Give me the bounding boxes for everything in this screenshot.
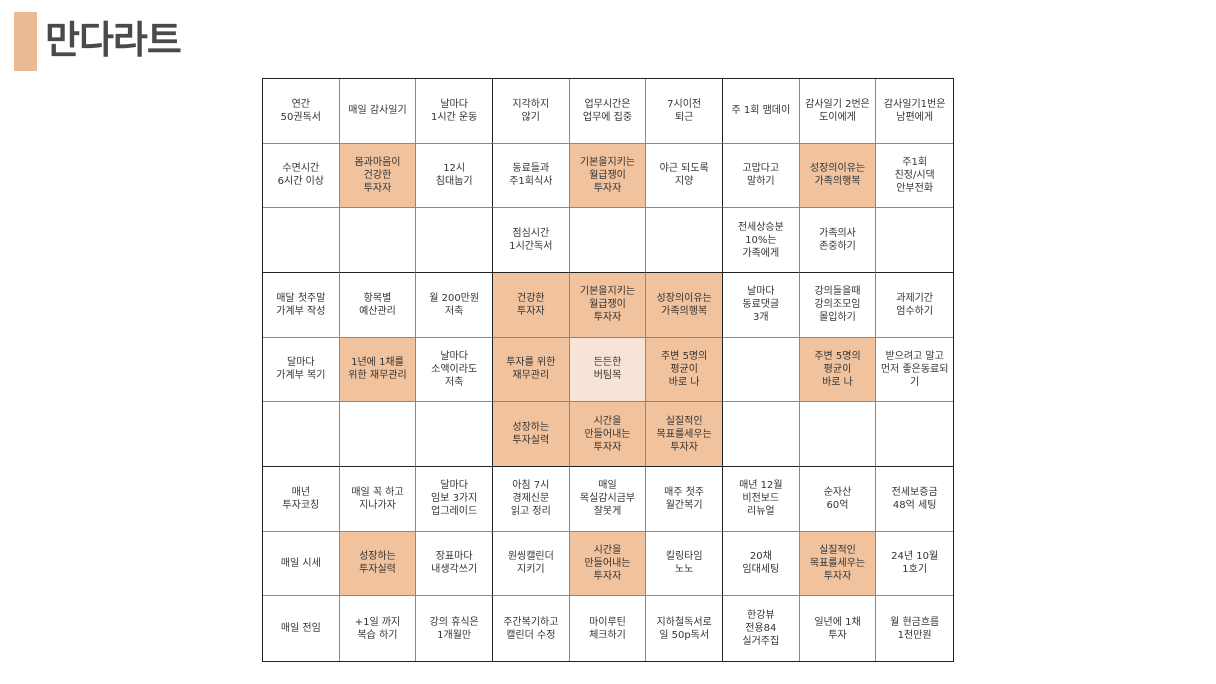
action-item-cell: +1일 까지 복습 하기 [340, 596, 417, 661]
sub-goal-cell: 건강한 투자자 [492, 272, 570, 338]
action-item-cell: 아침 7시 경제신문 읽고 정리 [492, 466, 570, 532]
action-item-cell: 원씽캘린더 지키기 [492, 531, 570, 597]
sub-goal-cell: 시간을 만들어내는 투자자 [569, 531, 647, 597]
sub-goal-cell: 기본을지키는 월급쟁이 투자자 [569, 272, 647, 338]
action-item-cell: 감사일기 2번은 도이에게 [799, 79, 877, 144]
action-item-cell: 주간복기하고 캘린더 수정 [493, 596, 570, 661]
action-item-cell: 전세보증금 48억 세팅 [876, 467, 953, 532]
empty-cell [339, 208, 417, 273]
action-item-cell: 매일 목실감시금부 잘못게 [569, 466, 647, 532]
action-item-cell: 주 1회 맴데이 [722, 79, 800, 144]
empty-cell [263, 208, 340, 273]
action-item-cell: 점심시간 1시간독서 [492, 208, 570, 273]
empty-cell [722, 337, 800, 403]
empty-cell [646, 208, 723, 273]
action-item-cell: 매달 첫주말 가계부 작성 [263, 272, 340, 338]
action-item-cell: 야근 되도록 지양 [646, 143, 723, 209]
page-title: 만다라트 [45, 18, 182, 62]
empty-cell [722, 402, 800, 467]
sub-goal-cell: 성장하는 투자실력 [492, 402, 570, 467]
action-item-cell: 감사일기1번은 남편에게 [876, 79, 953, 144]
action-item-cell: 주1회 친정/시댁 안부전화 [876, 144, 953, 209]
action-item-cell: 매일 꼭 하고 지나가자 [339, 466, 417, 532]
action-item-cell: 매일 감사일기 [339, 79, 417, 144]
sub-goal-cell: 몸과마음이 건강한 투자자 [339, 143, 417, 209]
action-item-cell: 고맙다고 말하기 [722, 143, 800, 209]
empty-cell [799, 402, 877, 467]
action-item-cell: 7시이전 퇴근 [646, 79, 723, 144]
action-item-cell: 24년 10월 1호기 [876, 532, 953, 597]
action-item-cell: 항목별 예산관리 [339, 272, 417, 338]
action-item-cell: 매일 시세 [263, 531, 340, 597]
sub-goal-cell: 실질적인 목표를세우는 투자자 [799, 531, 877, 597]
empty-cell [339, 402, 417, 467]
action-item-cell: 순자산 60억 [799, 466, 877, 532]
sub-goal-cell: 주변 5명의 평균이 바로 나 [799, 337, 877, 403]
action-item-cell: 강의들을때 강의조모임 몰입하기 [799, 272, 877, 338]
action-item-cell: 월 현금흐름 1천만원 [890, 616, 940, 641]
empty-cell [416, 208, 493, 273]
sub-goal-cell: 1년에 1채를 위한 재무관리 [339, 337, 417, 403]
action-item-cell: 매주 첫주 월간복기 [646, 466, 723, 532]
sub-goal-cell: 투자를 위한 재무관리 [492, 337, 570, 403]
action-item-cell: 20채 임대세팅 [722, 531, 800, 597]
action-item-cell: 날마다 소액이라도 저축 [416, 337, 493, 403]
title-accent-bar [14, 12, 37, 71]
action-item-cell: 지각하지 않기 [492, 79, 570, 144]
action-item-cell: 연간 50권독서 [263, 79, 340, 144]
sub-goal-cell: 시간을 만들어내는 투자자 [569, 402, 647, 467]
action-item-cell: 전세상승분 10%는 가족에게 [722, 208, 800, 273]
action-item-cell: 12시 침대눕기 [416, 143, 493, 209]
action-item-cell: 장표마다 내생각쓰기 [416, 531, 493, 597]
action-item-cell: 가족의사 존중하기 [799, 208, 877, 273]
action-item-cell: 마이루틴 체크하기 [570, 596, 647, 661]
action-item-cell: 수면시간 6시간 이상 [263, 143, 340, 209]
core-goal-cell: 든든한 버팀목 [569, 337, 647, 403]
action-item-cell: 과제기간 엄수하기 [876, 273, 953, 338]
action-item-cell: 날마다 동료댓글 3개 [722, 272, 800, 338]
action-item-cell: 업무시간은 업무에 집중 [569, 79, 647, 144]
empty-cell [876, 208, 953, 273]
sub-goal-cell: 주변 5명의 평균이 바로 나 [646, 337, 723, 403]
action-item-cell: 동료들과 주1회식사 [492, 143, 570, 209]
action-item-cell: 매년 12월 비전보드 리뉴얼 [722, 466, 800, 532]
sub-goal-cell: 성장의이유는 가족의행복 [646, 272, 723, 338]
action-item-cell: 한강뷰 전용84 실거주집 [723, 596, 800, 661]
empty-cell [416, 402, 493, 467]
action-item-cell: 일년에 1채 투자 [800, 596, 877, 661]
empty-cell [263, 402, 340, 467]
empty-cell [876, 402, 953, 467]
action-item-cell: 킬링타임 노노 [646, 531, 723, 597]
sub-goal-cell: 실질적인 목표를세우는 투자자 [646, 402, 723, 467]
action-item-cell: 강의 휴식은 1개월만 [416, 596, 493, 661]
action-item-cell: 날마다 1시간 운동 [416, 79, 493, 144]
empty-cell [569, 208, 647, 273]
action-item-cell: 월 200만원 저축 [416, 272, 493, 338]
mandalart-grid: 연간 50권독서 매일 감사일기 날마다 1시간 운동 지각하지 않기 업무시간은 업무… [262, 78, 954, 662]
action-item-cell: 받으려고 말고 먼저 좋은동료되 기 [876, 338, 953, 403]
sub-goal-cell: 기본을지키는 월급쟁이 투자자 [569, 143, 647, 209]
action-item-cell: 달마다 가계부 복기 [263, 337, 340, 403]
action-item-cell: 달마다 임보 3가지 업그레이드 [416, 466, 493, 532]
sub-goal-cell: 성장하는 투자실력 [339, 531, 417, 597]
action-item-cell: 매년 투자코칭 [263, 466, 340, 532]
action-item-cell: 지하철독서로 일 50p독서 [646, 596, 723, 661]
action-item-cell: 매일 전임 [263, 596, 340, 661]
sub-goal-cell: 성장의이유는 가족의행복 [799, 143, 877, 209]
